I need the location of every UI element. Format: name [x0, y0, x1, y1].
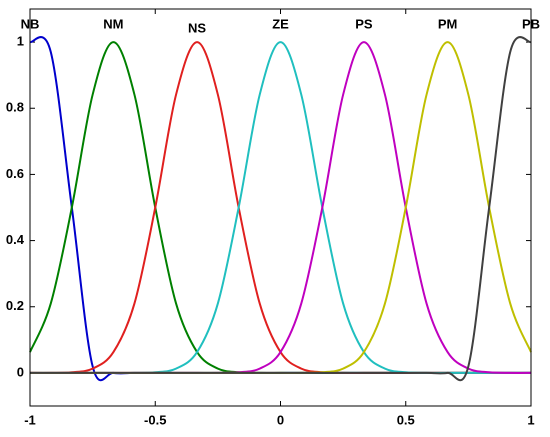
y-tick-label: 0.2 — [6, 298, 24, 313]
series-label: NM — [103, 17, 123, 32]
x-tick-label: 0.5 — [397, 412, 415, 427]
series-line — [30, 41, 531, 374]
series-line — [29, 41, 531, 374]
series-label: NS — [188, 21, 206, 36]
series-label: PS — [355, 17, 373, 32]
x-tick-label: 1 — [527, 412, 534, 427]
y-tick-label: 0.4 — [6, 232, 25, 247]
series-label: ZE — [272, 17, 289, 32]
y-tick-label: 0.8 — [6, 100, 24, 115]
y-tick-label: 0 — [17, 364, 24, 379]
series-line — [29, 41, 531, 374]
series-line — [29, 36, 531, 382]
series-label: PM — [438, 17, 458, 32]
series-line — [30, 41, 532, 374]
x-tick-label: -1 — [24, 412, 36, 427]
x-tick-label: -0.5 — [144, 412, 166, 427]
plot-frame — [29, 8, 532, 407]
x-tick-label: 0 — [277, 412, 284, 427]
y-tick-label: 0.6 — [6, 166, 24, 181]
series-line — [30, 41, 532, 374]
series-line — [30, 36, 532, 382]
y-tick-label: 1 — [17, 34, 24, 49]
